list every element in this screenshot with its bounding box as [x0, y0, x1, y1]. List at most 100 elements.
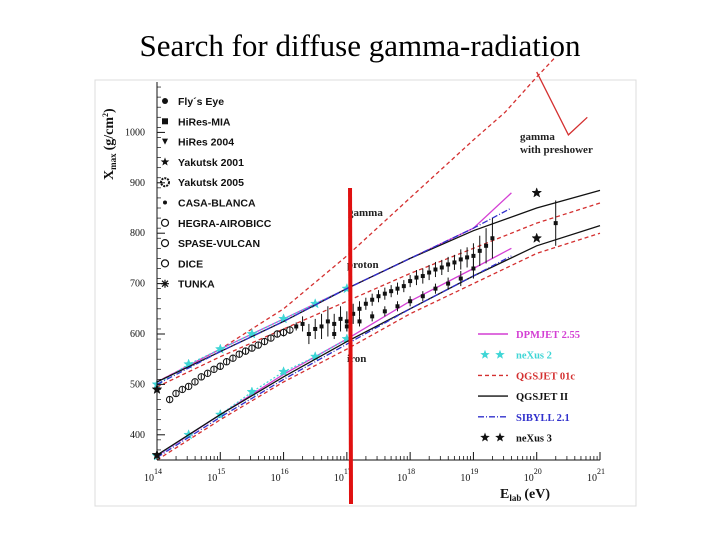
data-point [370, 297, 375, 302]
x-tick-label-14: 1014 [144, 467, 162, 484]
slide-title: Search for diffuse gamma-radiation [139, 28, 581, 63]
axes [156, 82, 600, 461]
legend-experiment-2-label: HiRes 2004 [178, 137, 234, 149]
legend-experiment-8-symbol [160, 259, 170, 268]
y-tick-label-700: 700 [130, 279, 145, 290]
data-point [446, 262, 451, 267]
data-point-open [235, 350, 243, 358]
legend-model-0-label: DPMJET 2.55 [516, 330, 580, 341]
legend-experiment-4-symbol [160, 177, 170, 188]
series-nexus-2-proton-line [156, 288, 348, 385]
data-point-open [203, 369, 212, 378]
legend-experiment-5-label: CASA-BLANCA [178, 198, 256, 210]
data-point [363, 301, 368, 306]
data-point [325, 319, 330, 324]
legend-experiment-6-label: HEGRA-AIROBICC [178, 218, 272, 230]
legend-model-1-label: neXus 2 [516, 351, 552, 362]
legend-models: DPMJET 2.55 neXus 2 QGSJET 01c QGSJET II SIB… [478, 330, 580, 445]
data-point [465, 255, 470, 260]
data-point-open [254, 341, 262, 349]
x-axis-title: Elab (eV) [500, 487, 550, 503]
data-point [357, 306, 362, 311]
data-point [306, 332, 311, 336]
data-point-open [222, 358, 231, 366]
data-point [458, 276, 463, 281]
data-point [553, 221, 558, 226]
legend-model-5-star-2 [495, 432, 505, 442]
legend-experiment-0-label: Fly´s Eye [178, 96, 224, 108]
legend-experiment-1-label: HiRes-MIA [178, 116, 231, 128]
data-point [376, 294, 381, 299]
measurements [165, 200, 558, 404]
data-point-open [229, 354, 237, 362]
y-axis-title: Xmax(g/cm2) [101, 108, 118, 180]
series-sibyll-2-1-proton [156, 207, 512, 385]
data-point [389, 289, 394, 294]
data-point [420, 294, 425, 299]
data-point-open [165, 395, 174, 404]
legend-experiments: Fly´s Eye HiRes-MIA HiRes 2004 Yakutsk 2001… [160, 96, 272, 291]
x-tick-label-18: 1018 [397, 467, 415, 484]
data-point [477, 248, 482, 253]
data-point [395, 286, 400, 291]
data-point [357, 319, 362, 324]
data-point [484, 243, 489, 248]
legend-experiment-9-symbol [161, 279, 169, 288]
energy-marker-line [348, 187, 354, 505]
data-point-open [210, 365, 218, 373]
data-point-open [241, 347, 250, 355]
data-point [458, 257, 463, 262]
data-point [332, 321, 337, 326]
series-nexus-2-iron-star [246, 386, 258, 397]
annotation-preshower-2: with preshower [520, 144, 593, 156]
data-point [439, 265, 444, 270]
data-point [300, 321, 305, 326]
legend-model-3-label: QGSJET II [516, 392, 568, 403]
data-point-open [172, 389, 180, 398]
series-nexus-3-star [531, 232, 543, 243]
data-point [344, 324, 349, 329]
legend-experiment-0-symbol [162, 98, 168, 104]
y-tick-label-900: 900 [130, 178, 145, 189]
legend-experiment-4-label: Yakutsk 2005 [178, 177, 244, 189]
data-point-open [267, 334, 275, 342]
data-point [401, 284, 406, 289]
data-point [332, 332, 337, 336]
x-tick-label-20: 1020 [524, 467, 542, 484]
data-point-open [260, 337, 269, 346]
data-point [446, 281, 451, 286]
series-nexus-3-star [531, 187, 543, 198]
data-point [294, 324, 299, 329]
x-tick-label-19: 1019 [460, 467, 478, 484]
data-point [408, 299, 413, 304]
legend-model-1-star-1 [480, 349, 490, 359]
annotation-preshower-1: gamma [520, 131, 555, 143]
legend-experiment-3-symbol [160, 157, 170, 166]
data-point-open [191, 378, 199, 386]
data-point-open [184, 382, 193, 391]
data-point [490, 236, 495, 241]
data-point-open [216, 362, 224, 370]
legend-experiment-9-label: TUNKA [178, 279, 215, 291]
data-point [319, 324, 324, 329]
x-tick-label-15: 1015 [207, 467, 225, 484]
data-point [433, 286, 438, 291]
legend-model-5-label: neXus 3 [516, 434, 552, 445]
plot-frame [94, 79, 637, 507]
series-gamma-with-preshower [536, 71, 588, 136]
legend-experiment-6-symbol [160, 218, 170, 227]
data-point [420, 274, 425, 279]
x-tick-label-21: 1021 [587, 467, 605, 484]
data-point [313, 326, 318, 331]
series-qgsjet-01c-proton [156, 202, 601, 388]
data-point [338, 316, 343, 321]
legend-model-2-label: QGSJET 01c [516, 371, 575, 382]
data-point-open [178, 385, 187, 394]
series-qgsjet-ii-iron [156, 224, 601, 456]
data-point-open [286, 326, 294, 334]
annotation-gamma: gamma [348, 207, 383, 219]
x-tick-label-16: 1016 [271, 467, 289, 484]
data-point [427, 270, 432, 275]
y-tick-label-600: 600 [130, 329, 145, 340]
